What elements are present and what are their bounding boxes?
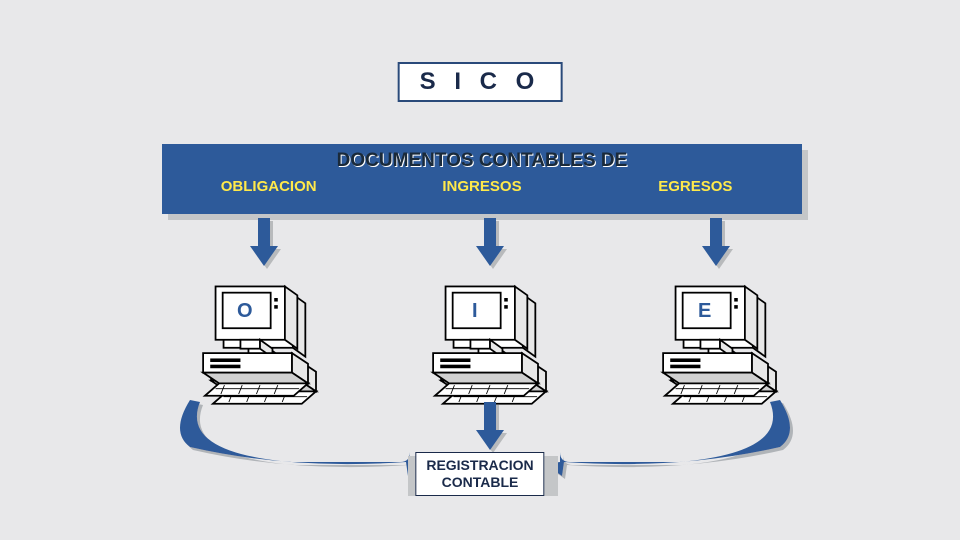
title-box: S I C O	[398, 62, 563, 102]
curve-arrow-right-icon	[520, 392, 800, 482]
band-row: OBLIGACION INGRESOS EGRESOS	[162, 178, 802, 195]
arrow-down-icon	[476, 218, 504, 266]
band-header: DOCUMENTOS CONTABLES DE	[162, 150, 802, 172]
computer-letter-e: E	[698, 300, 711, 323]
computer-letter-o: O	[237, 300, 253, 323]
computer-icon	[650, 282, 790, 402]
arrow-down-icon	[702, 218, 730, 266]
computer-letter-i: I	[472, 300, 478, 323]
documents-band: DOCUMENTOS CONTABLES DE OBLIGACION INGRE…	[162, 144, 802, 214]
title-text: S I C O	[420, 68, 541, 95]
column-obligacion: OBLIGACION	[162, 178, 375, 195]
arrow-down-icon	[250, 218, 278, 266]
arrow-down-icon	[476, 402, 504, 450]
bottom-label: REGISTRACION CONTABLE	[415, 452, 544, 496]
band: DOCUMENTOS CONTABLES DE OBLIGACION INGRE…	[162, 144, 802, 214]
bottom-line1: REGISTRACION	[426, 457, 533, 474]
column-ingresos: INGRESOS	[375, 178, 588, 195]
column-egresos: EGRESOS	[589, 178, 802, 195]
computer-icon	[420, 282, 560, 402]
computer-icon	[190, 282, 330, 402]
bottom-line2: CONTABLE	[426, 474, 533, 491]
